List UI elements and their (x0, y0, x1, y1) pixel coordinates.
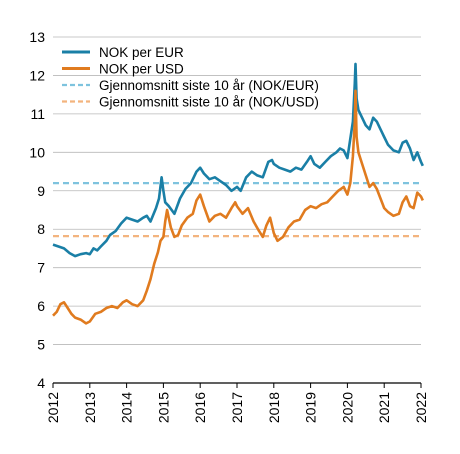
y-tick-label: 5 (37, 337, 45, 353)
x-tick-label: 2020 (339, 392, 355, 423)
x-tick-label: 2015 (155, 392, 171, 423)
axes: 4 5 6 7 8 9 10 11 12 13 2012 2013 2014 2015 2016 2017 20… (29, 29, 429, 423)
y-tick-label: 6 (37, 298, 45, 314)
x-tick-label: 2022 (413, 392, 429, 423)
x-tick-label: 2013 (82, 392, 98, 423)
x-tick-label: 2018 (266, 392, 282, 423)
y-tick-label: 4 (37, 375, 45, 391)
x-tick-label: 2017 (229, 392, 245, 423)
series-line-0 (52, 62, 424, 258)
y-tick-label: 11 (30, 106, 45, 122)
y-tick-label: 9 (37, 183, 45, 199)
legend-label-2: Gjennomsnitt siste 10 år (NOK/EUR) (99, 78, 319, 93)
y-tick-label: 12 (29, 67, 45, 83)
y-tick-label: 13 (29, 29, 45, 45)
series-line-1 (52, 89, 424, 325)
series-layer (52, 62, 424, 325)
y-tick-label: 8 (37, 221, 45, 237)
x-tick-label: 2012 (45, 392, 61, 423)
y-tick-label: 7 (37, 260, 45, 276)
legend-label-1: NOK per USD (99, 62, 184, 77)
legend-label-0: NOK per EUR (99, 45, 184, 60)
y-tick-label: 10 (29, 144, 45, 160)
x-tick-label: 2014 (119, 392, 135, 423)
x-tick-label: 2019 (303, 392, 319, 423)
x-tick-label: 2016 (192, 392, 208, 423)
x-tick-label: 2021 (376, 392, 392, 423)
legend-label-3: Gjennomsnitt siste 10 år (NOK/USD) (99, 95, 319, 110)
